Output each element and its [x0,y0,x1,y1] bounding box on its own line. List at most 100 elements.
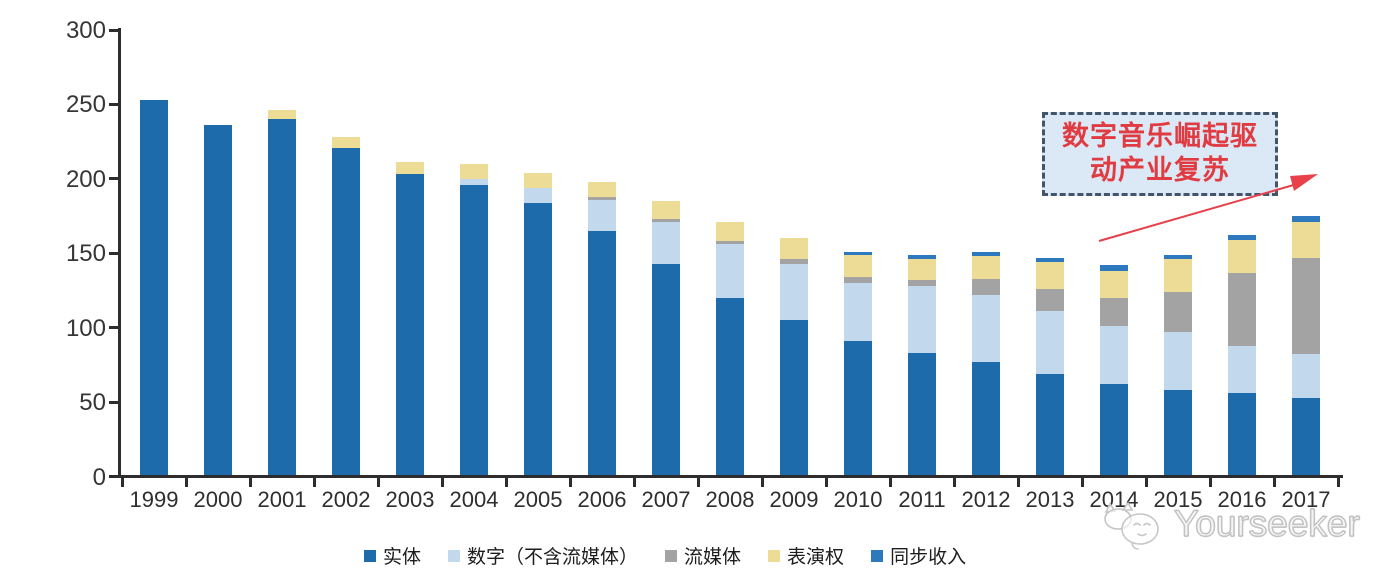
legend-label: 同步收入 [890,547,967,568]
x-tick-label: 2007 [641,487,691,512]
bar-segment [1100,326,1128,385]
legend-item: 实体 [364,542,421,569]
y-tick-label: 200 [65,165,106,193]
legend-item: 流媒体 [665,542,741,569]
bar-group-2007 [634,0,698,475]
y-tick-mark [109,251,118,255]
bar-segment [460,178,488,185]
bar-segment [1228,239,1256,273]
stacked-bar [1164,254,1192,475]
stacked-bar [204,125,232,475]
legend-item: 同步收入 [871,542,966,569]
bar-segment [844,341,872,475]
stacked-bar [396,162,424,475]
bar-segment [524,187,552,203]
bar-segment [268,110,296,120]
x-tick-label: 2011 [898,487,946,512]
bar-segment [652,219,680,222]
stacked-bar [1228,235,1256,475]
x-tick-mark [504,478,508,487]
stacked-bar [716,222,744,475]
y-tick-label: 100 [65,314,106,342]
x-tick-mark [312,478,316,487]
legend-label: 数字（不含流媒体） [467,547,639,568]
bar-segment [396,174,424,475]
bar-segment [588,230,616,475]
bar-segment [652,222,680,264]
bar-segment [1036,257,1064,263]
stacked-bar [140,99,168,475]
x-tick-label: 2001 [257,487,307,512]
x-axis-line [112,475,1343,478]
bar-segment [972,256,1000,279]
bar-group-2003 [378,0,442,475]
stacked-bar [524,172,552,475]
x-tick-mark [824,478,828,487]
bar-group-2012 [954,0,1018,475]
bar-segment [1228,393,1256,475]
x-tick-label: 2002 [321,487,371,512]
x-tick-mark [568,478,572,487]
bar-segment [1036,373,1064,475]
stacked-bar [588,181,616,475]
x-tick-label: 2008 [705,487,755,512]
chart-legend: 实体 数字（不含流媒体） 流媒体 表演权 同步收入 [364,542,966,569]
x-tick-mark [1016,478,1020,487]
x-tick-label: 2012 [961,487,1011,512]
legend-item: 数字（不含流媒体） [448,542,638,569]
bar-segment [524,202,552,475]
x-tick-mark [888,478,892,487]
x-tick-mark [696,478,700,487]
bar-segment [1036,262,1064,289]
bar-segment [844,283,872,342]
bar-segment [780,238,808,260]
legend-swatch-icon [364,549,376,562]
bar-segment [908,259,936,281]
y-tick-mark [109,177,118,181]
bar-segment [1100,384,1128,475]
legend-swatch-icon [871,549,884,562]
bar-segment [1292,257,1320,355]
y-tick-mark [109,400,118,404]
x-tick-label: 2017 [1281,487,1331,512]
bar-group-2011 [890,0,954,475]
bar-segment [780,259,808,264]
bar-segment [1164,332,1192,391]
x-tick-mark [376,478,380,487]
x-tick-mark [440,478,444,487]
x-tick-label: 1999 [129,487,179,512]
bar-group-2006 [570,0,634,475]
stacked-bar [1100,265,1128,475]
y-tick-mark [109,102,118,106]
bar-segment [972,294,1000,362]
bar-segment [1164,291,1192,333]
x-tick-label: 2009 [769,487,819,512]
bar-segment [844,251,872,255]
bar-segment [844,277,872,284]
bar-group-2009 [762,0,826,475]
x-tick-mark [760,478,764,487]
bar-segment [908,254,936,260]
bar-segment [204,125,232,475]
bar-segment [1228,272,1256,346]
bar-segment [780,263,808,321]
bar-segment [716,297,744,475]
bar-segment [908,352,936,475]
bar-segment [844,254,872,278]
stacked-bar [844,251,872,475]
legend-label: 实体 [383,547,422,568]
annotation-line1: 数字音乐崛起驱 [1062,121,1258,152]
legend-swatch-icon [665,549,678,562]
bar-group-2002 [314,0,378,475]
x-tick-mark [952,478,956,487]
stacked-bar [332,137,360,475]
x-tick-label: 2005 [513,487,563,512]
y-tick-label: 0 [92,463,106,491]
bar-group-2000 [186,0,250,475]
bar-segment [1036,311,1064,374]
y-tick-mark [109,28,118,32]
x-tick-label: 2004 [449,487,499,512]
y-tick-mark [109,475,118,478]
bar-segment [140,99,168,475]
x-tick-label: 2013 [1025,487,1075,512]
